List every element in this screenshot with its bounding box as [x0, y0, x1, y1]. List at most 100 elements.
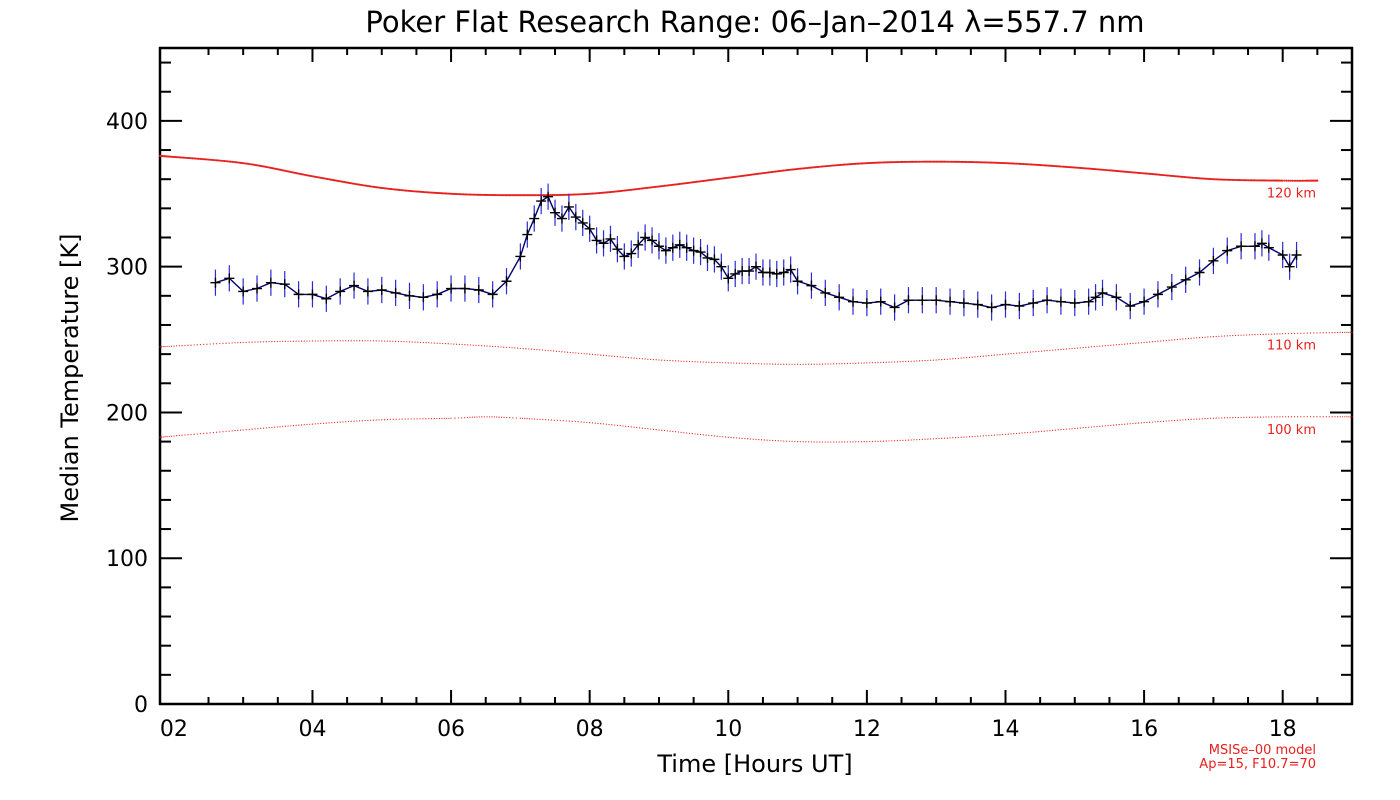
model-dot [311, 340, 314, 342]
model-dot [954, 437, 957, 439]
model-dot [1193, 337, 1195, 339]
model-dot [830, 363, 832, 365]
model-dot [1132, 342, 1134, 345]
model-dot [367, 340, 369, 342]
data-point [563, 201, 574, 212]
model-dot [166, 345, 168, 348]
model-dot [1049, 349, 1051, 352]
model-dot [688, 360, 691, 363]
data-point [1249, 241, 1260, 252]
model-dot [225, 160, 228, 163]
model-dot [1322, 416, 1324, 418]
data-point [972, 299, 983, 310]
data-point [605, 233, 616, 244]
data-point [1042, 295, 1053, 306]
model-dot [237, 342, 239, 344]
x-tick-label: 02 [160, 717, 188, 742]
model-dot [1204, 336, 1206, 338]
model-dot [194, 157, 197, 160]
model-dot [1259, 416, 1262, 418]
data-point [931, 295, 942, 306]
model-dot [571, 420, 573, 422]
model-dot [199, 343, 202, 346]
model-dot [816, 363, 818, 365]
model-dot [816, 441, 818, 443]
model-dot [364, 340, 366, 342]
model-dot [996, 354, 998, 356]
data-point [848, 296, 859, 307]
model-dot [210, 158, 213, 161]
model-dot [735, 362, 738, 364]
model-dot [306, 340, 308, 342]
model-dot [223, 160, 226, 163]
data-point [1256, 238, 1267, 249]
model-dot [1113, 344, 1115, 346]
model-dot [345, 421, 347, 423]
model-dot [1035, 431, 1037, 433]
model-dot [519, 417, 521, 419]
model-dot [212, 158, 215, 162]
model-dot [1291, 179, 1294, 182]
model-dot [935, 359, 937, 361]
model-dot [702, 434, 704, 436]
model-dot [356, 420, 358, 422]
model-dot [306, 423, 308, 426]
model-dot [478, 416, 480, 418]
data-point [1139, 296, 1150, 307]
model-dot [220, 159, 223, 162]
data-point [570, 212, 581, 223]
model-dot [686, 360, 688, 363]
model-dot [184, 434, 186, 436]
model-dot [411, 341, 413, 343]
model-dot [221, 159, 225, 162]
model-dot [913, 360, 915, 362]
model-dot [1240, 416, 1242, 419]
model-dot [1303, 416, 1305, 418]
data-point [626, 248, 637, 259]
model-dot [758, 363, 760, 365]
model-dot [1021, 432, 1023, 434]
model-dot [1096, 345, 1098, 348]
model-dot [1243, 416, 1245, 418]
model-dot [196, 433, 198, 435]
model-dot [666, 359, 668, 362]
model-dot [309, 423, 311, 425]
model-dot [713, 361, 716, 364]
model-dot [245, 341, 247, 343]
model-dot [1149, 341, 1151, 343]
data-point [986, 302, 997, 313]
model-curve-1 [159, 331, 1353, 365]
model-dot [747, 362, 749, 365]
model-dot [824, 441, 826, 443]
model-dot [891, 440, 893, 442]
model-dot [1254, 334, 1256, 336]
model-dot [1248, 334, 1251, 336]
data-point [834, 292, 845, 303]
model-dot [644, 427, 646, 430]
data-point [598, 238, 609, 249]
model-dot [705, 434, 707, 436]
model-dot [1273, 416, 1275, 418]
model-dot [916, 439, 918, 441]
model-dot [935, 438, 937, 440]
model-dot [1168, 339, 1170, 341]
model-dot [1223, 178, 1226, 181]
model-dot [414, 341, 416, 343]
model-dot [1151, 341, 1154, 343]
model-dot [1246, 334, 1248, 336]
model-dot [381, 340, 383, 342]
model-dot [694, 433, 696, 435]
model-dot [438, 417, 441, 420]
model-dot [960, 436, 962, 438]
model-dot [547, 419, 550, 421]
model-dot [395, 340, 397, 342]
model-dot [442, 342, 444, 345]
model-dot [292, 424, 295, 427]
model-dot [1157, 340, 1159, 342]
model-dot [1085, 426, 1087, 429]
model-dot [1124, 343, 1126, 345]
model-dot [193, 344, 195, 346]
model-dot [1057, 349, 1059, 351]
model-dot [1002, 433, 1004, 436]
model-dot [1241, 179, 1244, 182]
